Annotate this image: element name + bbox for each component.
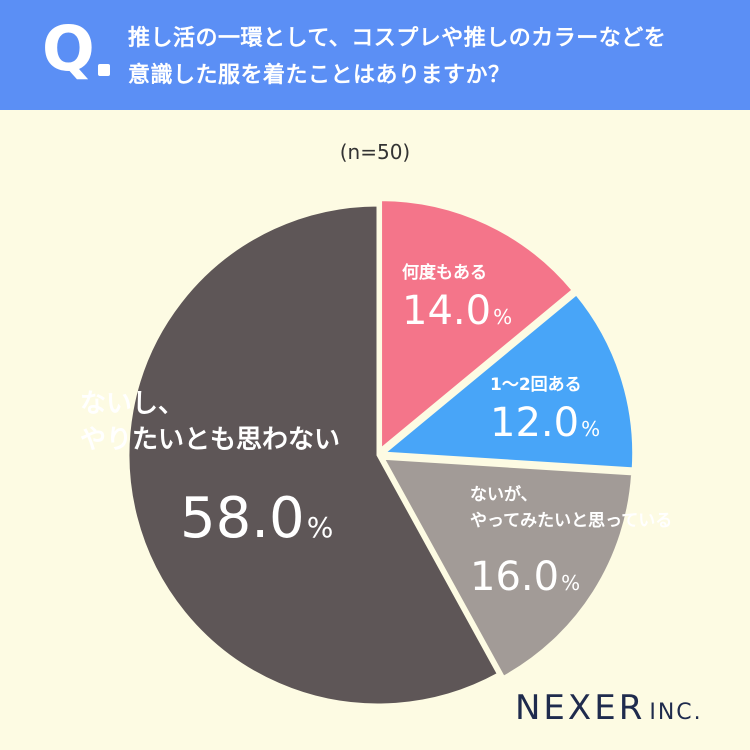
slice-label-text: ないが、 [470,484,538,505]
slice-label-text: やってみたいと思っている [470,511,672,531]
pie-slice-1 [379,198,576,453]
slice-label-text: ないし、 [80,389,184,419]
slice-label-3: ないが、やってみたいと思っている 16.0% [470,484,672,600]
question-line-2: 意識した服を着たことはありますか？ [128,63,511,88]
slice-label-2: 1〜2回ある 12.0% [490,375,600,446]
q-dot-icon [98,64,110,76]
slice-value: 58.0% [180,486,333,551]
logo-main: NEXER [515,688,646,728]
slice-label-text: 何度もある [402,262,487,283]
slice-value: 14.0% [402,288,512,334]
q-mark: Q [42,12,95,85]
pie-slice-4 [126,203,501,707]
slice-label-text: 1〜2回ある [490,375,582,395]
slice-label-text: やりたいとも思わない [80,425,340,455]
pie-slice-2 [379,291,636,471]
sample-size: (n=50) [339,140,411,164]
pie-slice-3 [380,456,635,680]
slice-value: 16.0% [470,554,580,600]
question-line-1: 推し活の一環として、コスプレや推しのカラーなどを [128,26,667,51]
question-header: Q 推し活の一環として、コスプレや推しのカラーなどを 意識した服を着たことはあり… [0,0,750,110]
slice-label-4: ないし、やりたいとも思わない 58.0% [80,389,340,551]
logo-suffix: INC. [649,700,703,725]
slice-label-1: 何度もある 14.0% [402,262,512,334]
slice-value: 12.0% [490,400,600,446]
question-text: 推し活の一環として、コスプレや推しのカラーなどを 意識した服を着たことはあります… [128,20,728,94]
nexer-logo: NEXER INC. [515,688,703,728]
